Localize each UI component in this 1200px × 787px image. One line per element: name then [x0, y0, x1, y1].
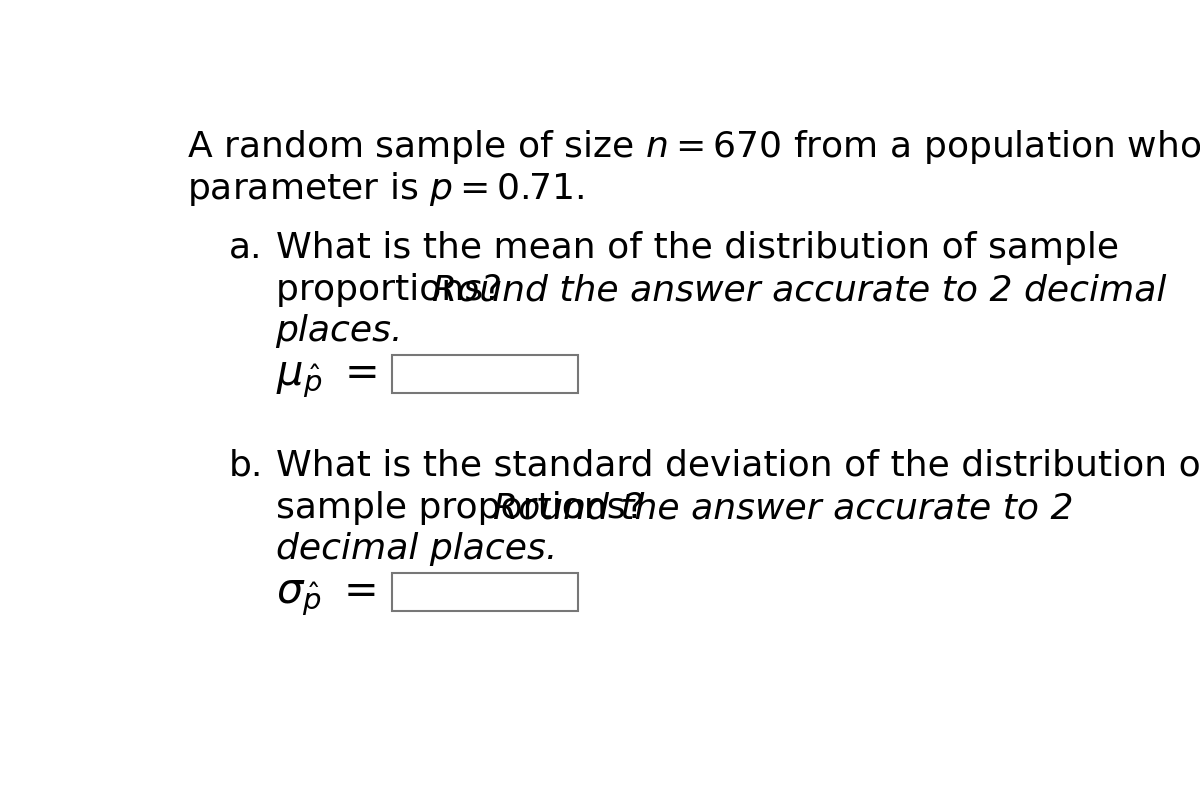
Text: decimal places.: decimal places.	[276, 532, 557, 566]
Text: What is the standard deviation of the distribution of: What is the standard deviation of the di…	[276, 449, 1200, 483]
Text: sample proportions?: sample proportions?	[276, 491, 655, 526]
FancyBboxPatch shape	[391, 355, 578, 393]
FancyBboxPatch shape	[391, 573, 578, 611]
Text: A random sample of size $n = 670$ from a population whose: A random sample of size $n = 670$ from a…	[187, 127, 1200, 166]
Text: places.: places.	[276, 314, 403, 348]
Text: What is the mean of the distribution of sample: What is the mean of the distribution of …	[276, 231, 1118, 264]
Text: proportions?: proportions?	[276, 273, 514, 307]
Text: b.: b.	[229, 449, 264, 483]
Text: a.: a.	[229, 231, 263, 264]
Text: $\mu_{\hat{p}}$ $=$: $\mu_{\hat{p}}$ $=$	[276, 358, 376, 400]
Text: $\sigma_{\hat{p}}$ $=$: $\sigma_{\hat{p}}$ $=$	[276, 576, 376, 619]
Text: parameter is $p = 0.71$.: parameter is $p = 0.71$.	[187, 170, 584, 209]
Text: Round the answer accurate to 2: Round the answer accurate to 2	[493, 491, 1074, 526]
Text: Round the answer accurate to 2 decimal: Round the answer accurate to 2 decimal	[432, 273, 1166, 307]
